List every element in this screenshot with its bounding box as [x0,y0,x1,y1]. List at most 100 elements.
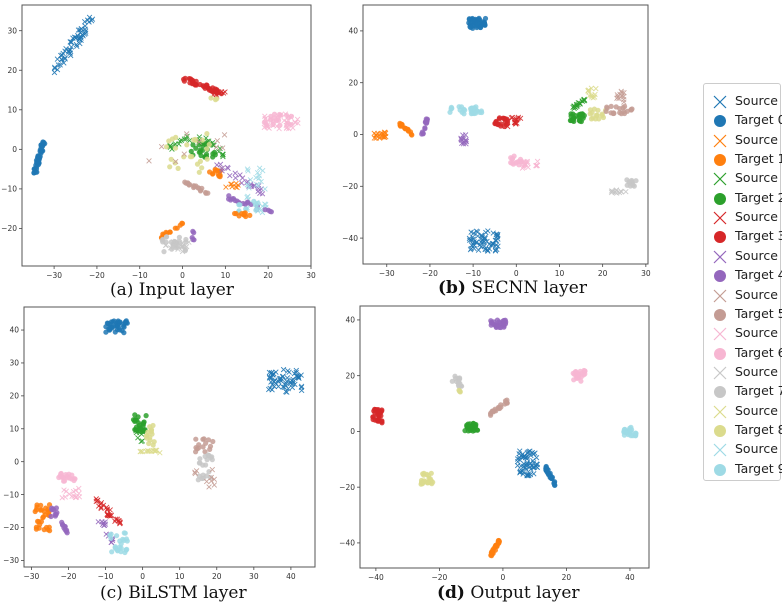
legend-item-source-3: Source 3 [704,208,782,227]
x-tick-label: 20 [562,573,572,582]
y-tick-label: −30 [3,556,19,565]
cluster-source-3 [93,496,123,527]
cluster-target-7 [624,177,639,189]
x-tick-label: 10 [555,269,565,278]
y-tick-label: −40 [342,234,358,243]
legend-label: Source 7 [735,363,782,379]
x-marker-icon [713,211,727,225]
x-tick-label: −10 [98,572,114,581]
legend-label: Source 8 [735,402,782,418]
circle-marker-icon [714,231,726,244]
cluster-source-1 [371,129,389,141]
cluster-source-0 [466,228,501,254]
x-tick-label: −20 [89,271,105,280]
cluster-target-8 [587,106,609,122]
legend-label: Source 5 [735,286,782,302]
legend-label: Target 2 [735,189,782,205]
legend-label: Source 6 [735,325,782,341]
x-tick-label: −20 [422,269,438,278]
x-tick-label: −20 [431,573,447,582]
legend-item-target-5: Target 5 [704,305,782,324]
legend-item-source-7: Source 7 [704,363,782,382]
cluster-target-5 [603,103,635,117]
x-tick-label: 0 [140,572,145,581]
cluster-target-6 [261,111,295,128]
scatter-points [371,15,639,254]
y-tick-label: 0 [353,130,358,139]
legend-label: Target 6 [735,344,782,360]
y-tick-label: 10 [7,105,17,114]
y-axis: −40 −20 0 20 40 [342,27,363,243]
cluster-target-9 [621,424,639,439]
cluster-target-1 [207,166,223,180]
y-tick-label: 20 [9,392,19,401]
scatter-points [370,317,639,559]
cluster-target-4 [59,519,70,536]
scatter-points [31,14,301,255]
cluster-source-8 [585,85,599,101]
circle-marker-icon [714,115,726,128]
panel-c-bilstm-layer: −30 −20 −10 0 10 20 30 40 −30 −20 −10 0 10 20 30 40 (c)… [0,0,330,608]
panel-b-secnn-layer: −30 −20 −10 0 10 20 30 −40 −20 0 20 40 (b) SECNN la… [0,0,660,300]
plot-frame [359,305,650,569]
cluster-target-9 [107,530,130,556]
cluster-target-3 [181,75,225,97]
circle-marker-icon [714,386,726,399]
x-tick-label: 10 [175,572,185,581]
x-tick-label: 0 [180,271,185,280]
cluster-target-6 [56,470,78,484]
legend-label: Target 8 [735,421,782,437]
circle-marker-icon [714,154,726,167]
x-tick-label: 0 [501,573,506,582]
y-tick-label: 0 [12,145,17,154]
legend-item-source-0: Source 0 [704,92,782,111]
cluster-target-2 [462,420,481,434]
legend-label: Target 0 [735,112,782,128]
y-tick-label: 20 [348,78,358,87]
x-marker-icon [713,366,727,380]
cluster-target-8 [143,422,157,448]
cluster-target-1 [397,120,415,138]
x-marker-icon [713,250,727,264]
y-axis: −20 −10 0 10 20 30 [1,26,22,233]
legend-item-source-6: Source 6 [704,324,782,343]
cluster-target-0 [103,318,130,336]
legend-item-target-0: Target 0 [704,111,782,130]
x-axis: −30 −20 −10 0 10 20 30 [379,264,651,278]
y-tick-label: 20 [345,371,355,380]
y-tick-label: 40 [345,316,355,325]
scatter-points [32,318,305,556]
cluster-target-9 [235,198,261,215]
legend-label: Source 4 [735,247,782,263]
x-tick-label: 30 [306,271,316,280]
circle-marker-icon [714,308,726,321]
cluster-target-8 [456,387,463,395]
cluster-target-1 [32,502,53,534]
y-tick-label: 40 [9,326,19,335]
cluster-source-3 [504,114,524,130]
legend-item-source-1: Source 1 [704,131,782,150]
cluster-source-0 [514,448,541,479]
legend-label: Target 5 [735,305,782,321]
y-tick-label: −10 [1,185,17,194]
cluster-source-0 [266,366,305,395]
cluster-source-5 [192,466,218,490]
legend-label: Target 1 [735,151,782,167]
legend-item-target-6: Target 6 [704,344,782,363]
cluster-target-1 [488,537,502,559]
scatter-plot-b: −30 −20 −10 0 10 20 30 −40 −20 0 20 40 [342,4,651,278]
caption-b: (b) SECNN layer [438,278,587,298]
legend-label: Source 1 [735,131,782,147]
circle-marker-icon [714,424,726,437]
legend-label: Target 9 [735,460,782,476]
cluster-source-6 [59,485,83,501]
y-tick-label: −10 [3,490,19,499]
y-axis: −40 −20 0 20 40 [339,316,360,548]
legend-item-source-5: Source 5 [704,286,782,305]
x-tick-label: 30 [641,269,651,278]
x-tick-label: 10 [221,271,231,280]
cluster-source-2 [133,426,146,445]
y-tick-label: 0 [14,457,19,466]
y-tick-label: 40 [348,27,358,36]
cluster-target-8 [163,131,212,175]
